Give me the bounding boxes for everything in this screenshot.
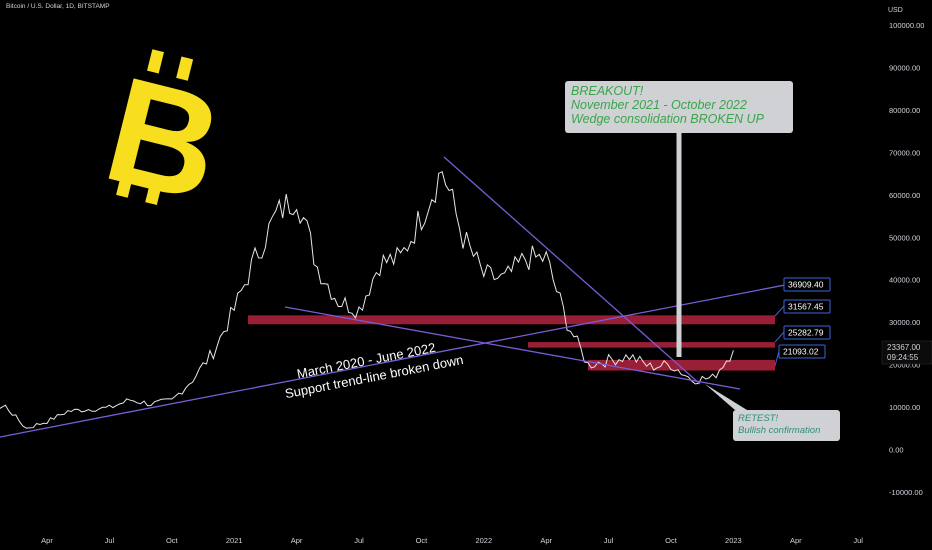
resistance-zone [248,315,775,325]
price-level-label: 31567.45 [788,302,824,312]
current-price-tag: 23367.00 09:24:55 [881,340,932,365]
y-tick-label: 40000.00 [889,276,920,285]
resistance-zone [588,359,775,371]
current-price: 23367.00 [887,343,921,352]
trend-line [0,283,791,438]
price-label-box [783,277,831,292]
y-tick-label: 90000.00 [889,63,920,72]
trend-line [443,156,701,385]
price-level-label: 36909.40 [788,280,824,290]
x-tick-label: Apr [41,536,53,545]
x-tick-label: Jul [604,536,614,545]
price-axis[interactable]: 100000.00 90000.00 80000.00 70000.00 60000.0… [889,21,924,497]
x-tick-label: Oct [166,536,179,545]
retest-pointer [705,384,747,410]
y-tick-label: 0.00 [889,446,904,455]
x-tick-label: 2021 [226,536,243,545]
resistance-zones [248,315,775,371]
breakout-title: BREAKOUT! [571,84,644,98]
svg-text:B: B [91,44,237,233]
y-tick-label: 60000.00 [889,191,920,200]
price-level-labels: 36909.40 31567.45 25282.79 21093.02 [774,277,831,367]
y-tick-label: 20000.00 [889,361,920,370]
x-tick-label: Apr [540,536,552,545]
x-tick-label: Oct [416,536,429,545]
trend-line [284,306,741,390]
y-tick-label: 50000.00 [889,233,920,242]
x-tick-label: 2023 [725,536,742,545]
price-label-box [778,344,826,359]
retest-description: Bullish confirmation [738,425,821,436]
breakout-period: November 2021 - October 2022 [571,98,747,112]
breakout-description: Wedge consolidation BROKEN UP [571,112,764,126]
x-tick-label: Jul [105,536,115,545]
retest-callout: RETEST! Bullish confirmation [733,410,840,441]
price-level-label: 21093.02 [783,347,819,357]
price-level-label: 25282.79 [788,328,824,338]
bitcoin-logo-icon: B [91,44,237,233]
y-tick-label: 80000.00 [889,106,920,115]
breakout-callout: BREAKOUT! November 2021 - October 2022 W… [565,81,793,133]
y-tick-label: 10000.00 [889,403,920,412]
bar-countdown: 09:24:55 [887,353,919,362]
symbol-title: Bitcoin / U.S. Dollar, 1D, BITSTAMP [6,3,110,10]
resistance-zone [528,342,775,348]
price-label-box [783,325,831,340]
currency-label: USD [888,7,903,14]
x-tick-label: Apr [790,536,802,545]
x-tick-label: Jul [354,536,364,545]
y-tick-label: 70000.00 [889,148,920,157]
x-tick-label: Oct [665,536,678,545]
time-axis[interactable]: Apr Jul Oct 2021 Apr Jul Oct 2022 Apr Jul Oct 2023 A… [41,536,863,545]
price-label-connector [774,350,780,367]
x-tick-label: 2022 [475,536,492,545]
x-tick-label: Apr [291,536,303,545]
y-tick-label: 100000.00 [889,21,924,30]
x-tick-label: Jul [853,536,863,545]
price-series-line [0,170,734,429]
y-tick-label: -10000.00 [889,488,923,497]
price-label-connector [774,331,785,343]
price-label-box [783,299,831,314]
chart-header: Bitcoin / U.S. Dollar, 1D, BITSTAMP [6,3,110,10]
y-tick-label: 30000.00 [889,318,920,327]
price-label-connector [774,305,785,317]
trend-lines [0,156,791,438]
retest-title: RETEST! [738,413,779,424]
